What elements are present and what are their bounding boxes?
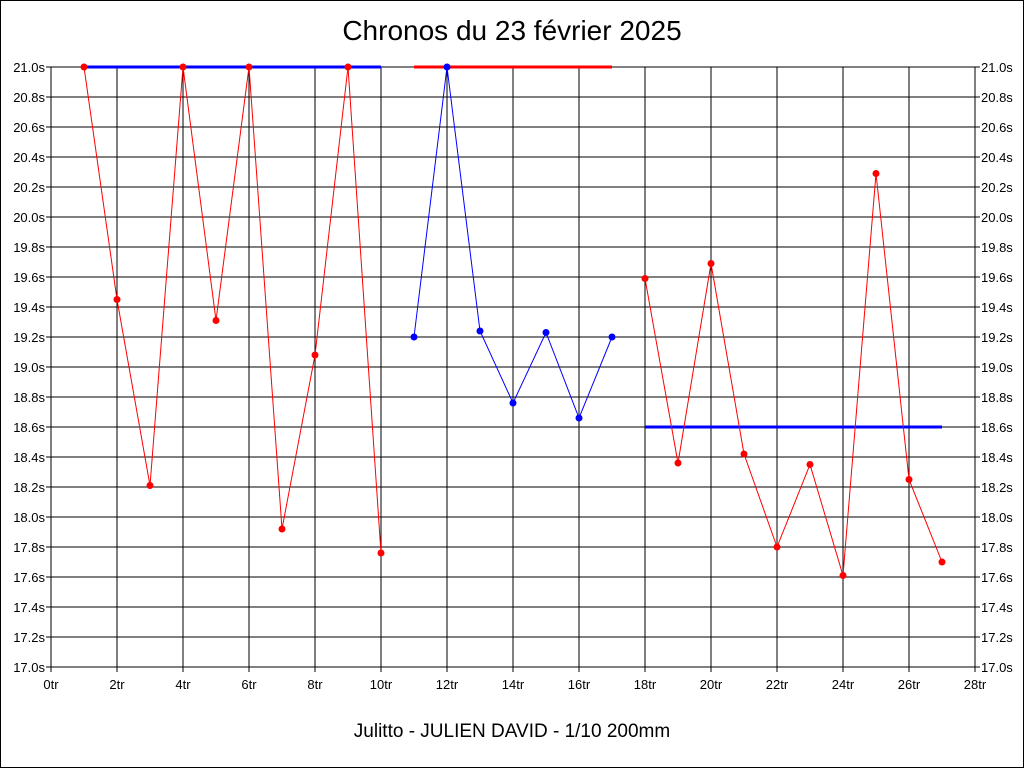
data-point: [410, 333, 418, 341]
y-tick-label-right: 20.2s: [981, 180, 1013, 195]
y-tick-label-right: 18.0s: [981, 510, 1013, 525]
data-point: [806, 461, 814, 468]
data-point: [443, 63, 451, 71]
data-point: [212, 317, 220, 324]
y-tick-label-left: 18.4s: [13, 450, 45, 465]
data-point: [542, 329, 550, 336]
data-point: [740, 450, 748, 458]
data-series: [80, 63, 946, 579]
x-tick-label: 28tr: [964, 677, 987, 692]
data-point: [938, 558, 946, 566]
x-tick-label: 18tr: [634, 677, 657, 692]
y-tick-label-left: 20.0s: [13, 210, 45, 225]
x-tick-label: 14tr: [502, 677, 525, 692]
data-point: [245, 63, 253, 71]
y-tick-label-left: 17.8s: [13, 540, 45, 555]
y-tick-label-left: 17.6s: [13, 570, 45, 585]
y-tick-label-right: 18.8s: [981, 390, 1013, 405]
y-tick-label-right: 18.6s: [981, 420, 1013, 435]
data-point: [707, 260, 715, 267]
y-tick-label-right: 17.8s: [981, 540, 1013, 555]
y-tick-label-left: 19.0s: [13, 360, 45, 375]
y-tick-label-left: 20.6s: [13, 120, 45, 135]
x-tick-label: 10tr: [370, 677, 393, 692]
y-tick-label-right: 21.0s: [981, 60, 1013, 75]
x-tick-label: 24tr: [832, 677, 855, 692]
y-tick-label-right: 19.0s: [981, 360, 1013, 375]
y-tick-label-left: 21.0s: [13, 60, 45, 75]
y-tick-label-left: 19.6s: [13, 270, 45, 285]
chart-title: Chronos du 23 février 2025: [342, 15, 682, 46]
y-tick-label-left: 17.2s: [13, 630, 45, 645]
axis-ticks: 17.0s 17.0s 17.2s 17.2s 17.4s 17.4s 17.6s 17.6s…: [13, 60, 1013, 692]
data-point: [608, 333, 616, 341]
data-point: [113, 296, 121, 303]
x-tick-label: 22tr: [766, 677, 789, 692]
x-tick-label: 26tr: [898, 677, 921, 692]
data-point: [575, 414, 583, 422]
y-tick-label-right: 17.6s: [981, 570, 1013, 585]
y-tick-label-right: 20.0s: [981, 210, 1013, 225]
x-tick-label: 0tr: [43, 677, 59, 692]
data-point: [146, 482, 154, 489]
x-tick-label: 20tr: [700, 677, 723, 692]
y-tick-label-right: 18.2s: [981, 480, 1013, 495]
data-point: [377, 549, 385, 557]
y-tick-label-right: 20.4s: [981, 150, 1013, 165]
y-tick-label-right: 17.4s: [981, 600, 1013, 615]
y-tick-label-right: 19.8s: [981, 240, 1013, 255]
x-tick-label: 4tr: [175, 677, 191, 692]
x-tick-label: 8tr: [307, 677, 323, 692]
y-tick-label-left: 20.4s: [13, 150, 45, 165]
data-point: [278, 525, 286, 533]
data-point: [476, 327, 484, 335]
data-point: [344, 63, 352, 71]
y-tick-label-left: 17.0s: [13, 660, 45, 675]
y-tick-label-right: 19.6s: [981, 270, 1013, 285]
data-point: [641, 275, 649, 282]
x-tick-label: 2tr: [109, 677, 125, 692]
x-tick-label: 16tr: [568, 677, 591, 692]
y-tick-label-right: 18.4s: [981, 450, 1013, 465]
data-point: [80, 63, 88, 71]
data-point: [311, 351, 319, 359]
series-line: [644, 173, 943, 576]
x-tick-label: 12tr: [436, 677, 459, 692]
y-tick-label-left: 18.0s: [13, 510, 45, 525]
y-tick-label-left: 20.8s: [13, 90, 45, 105]
y-tick-label-left: 18.6s: [13, 420, 45, 435]
data-point: [872, 170, 880, 177]
y-tick-label-left: 17.4s: [13, 600, 45, 615]
y-tick-label-right: 20.6s: [981, 120, 1013, 135]
y-tick-label-left: 18.2s: [13, 480, 45, 495]
data-point: [674, 459, 682, 467]
y-tick-label-right: 19.2s: [981, 330, 1013, 345]
data-point: [179, 63, 187, 71]
data-point: [905, 476, 913, 483]
y-tick-label-left: 19.2s: [13, 330, 45, 345]
y-tick-label-left: 20.2s: [13, 180, 45, 195]
y-tick-label-right: 20.8s: [981, 90, 1013, 105]
chart-subtitle: Julitto - JULIEN DAVID - 1/10 200mm: [353, 721, 671, 742]
y-tick-label-right: 17.2s: [981, 630, 1013, 645]
y-tick-label-right: 17.0s: [981, 660, 1013, 675]
y-tick-label-left: 19.8s: [13, 240, 45, 255]
data-point: [839, 572, 847, 579]
series-line: [83, 66, 382, 554]
data-point: [773, 543, 781, 551]
grid: [50, 66, 976, 668]
data-point: [509, 399, 517, 407]
y-tick-label-left: 19.4s: [13, 300, 45, 315]
y-tick-label-right: 19.4s: [981, 300, 1013, 315]
x-tick-label: 6tr: [241, 677, 257, 692]
y-tick-label-left: 18.8s: [13, 390, 45, 405]
